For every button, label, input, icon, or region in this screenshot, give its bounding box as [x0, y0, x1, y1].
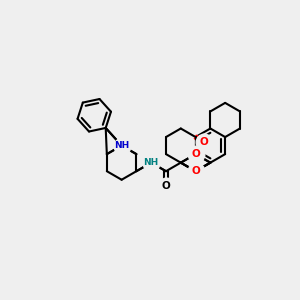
Text: O: O	[162, 181, 170, 191]
Text: O: O	[191, 149, 200, 159]
Text: O: O	[199, 137, 208, 147]
Text: O: O	[191, 166, 200, 176]
Text: NH: NH	[144, 158, 159, 167]
Text: NH: NH	[114, 141, 129, 150]
